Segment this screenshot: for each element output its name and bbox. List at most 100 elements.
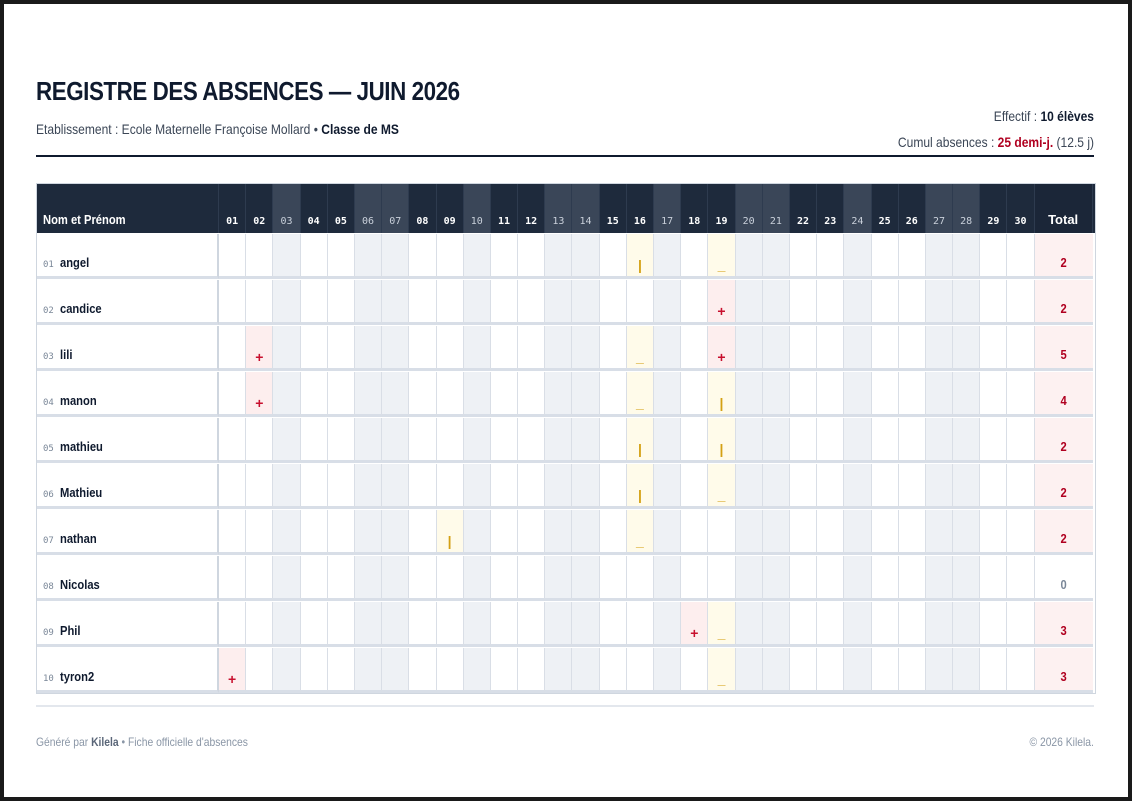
- day-cell-12[interactable]: [518, 372, 546, 417]
- day-cell-26[interactable]: [898, 326, 926, 371]
- day-cell-22[interactable]: [789, 556, 818, 601]
- day-cell-08[interactable]: [409, 510, 437, 555]
- day-cell-06[interactable]: [354, 556, 383, 601]
- day-cell-29[interactable]: [980, 510, 1008, 555]
- day-cell-02[interactable]: +: [246, 326, 274, 371]
- day-cell-21[interactable]: [762, 556, 790, 601]
- day-cell-23[interactable]: [817, 602, 845, 647]
- day-cell-10[interactable]: [463, 464, 491, 509]
- day-cell-12[interactable]: [518, 418, 546, 463]
- day-cell-12[interactable]: [518, 280, 546, 325]
- day-cell-11[interactable]: [490, 464, 519, 509]
- day-cell-24[interactable]: [844, 418, 872, 463]
- day-cell-06[interactable]: [354, 372, 383, 417]
- day-cell-08[interactable]: [409, 556, 437, 601]
- day-cell-27[interactable]: [925, 648, 954, 693]
- day-cell-09[interactable]: |: [436, 510, 464, 555]
- day-cell-07[interactable]: [382, 326, 410, 371]
- day-cell-17[interactable]: [654, 326, 682, 371]
- day-cell-01[interactable]: +: [219, 648, 247, 693]
- day-cell-21[interactable]: [762, 464, 790, 509]
- day-cell-12[interactable]: [518, 510, 546, 555]
- day-cell-13[interactable]: [545, 510, 573, 555]
- day-cell-20[interactable]: [735, 280, 763, 325]
- day-cell-17[interactable]: [654, 372, 682, 417]
- day-cell-07[interactable]: [382, 418, 410, 463]
- day-cell-07[interactable]: [382, 648, 410, 693]
- day-cell-21[interactable]: [762, 648, 790, 693]
- day-cell-03[interactable]: [273, 648, 301, 693]
- day-cell-20[interactable]: [735, 510, 763, 555]
- day-cell-24[interactable]: [844, 464, 872, 509]
- day-cell-15[interactable]: [599, 602, 627, 647]
- day-cell-03[interactable]: [273, 556, 301, 601]
- day-cell-16[interactable]: [626, 602, 654, 647]
- day-cell-21[interactable]: [762, 234, 790, 279]
- day-cell-16[interactable]: _: [626, 510, 654, 555]
- day-cell-02[interactable]: [246, 280, 274, 325]
- day-cell-02[interactable]: [246, 648, 274, 693]
- day-cell-09[interactable]: [436, 648, 464, 693]
- day-cell-03[interactable]: [273, 280, 301, 325]
- day-cell-21[interactable]: [762, 510, 790, 555]
- day-cell-16[interactable]: |: [626, 464, 654, 509]
- day-cell-28[interactable]: [953, 280, 981, 325]
- day-cell-14[interactable]: [572, 510, 600, 555]
- day-cell-02[interactable]: [246, 234, 274, 279]
- day-cell-16[interactable]: |: [626, 418, 654, 463]
- day-cell-30[interactable]: [1007, 418, 1035, 463]
- day-cell-13[interactable]: [545, 280, 573, 325]
- day-cell-11[interactable]: [490, 648, 519, 693]
- day-cell-26[interactable]: [898, 372, 926, 417]
- day-cell-29[interactable]: [980, 234, 1008, 279]
- day-cell-16[interactable]: |: [626, 234, 654, 279]
- day-cell-27[interactable]: [925, 418, 954, 463]
- day-cell-16[interactable]: _: [626, 372, 654, 417]
- day-cell-08[interactable]: [409, 326, 437, 371]
- day-cell-26[interactable]: [898, 418, 926, 463]
- day-cell-26[interactable]: [898, 602, 926, 647]
- day-cell-05[interactable]: [327, 234, 355, 279]
- day-cell-12[interactable]: [518, 234, 546, 279]
- day-cell-24[interactable]: [844, 280, 872, 325]
- day-cell-27[interactable]: [925, 280, 954, 325]
- day-cell-14[interactable]: [572, 326, 600, 371]
- day-cell-01[interactable]: [219, 418, 247, 463]
- day-cell-07[interactable]: [382, 556, 410, 601]
- day-cell-08[interactable]: [409, 280, 437, 325]
- day-cell-09[interactable]: [436, 372, 464, 417]
- day-cell-26[interactable]: [898, 556, 926, 601]
- day-cell-15[interactable]: [599, 418, 627, 463]
- day-cell-25[interactable]: [871, 648, 899, 693]
- day-cell-01[interactable]: [219, 234, 247, 279]
- day-cell-09[interactable]: [436, 280, 464, 325]
- day-cell-05[interactable]: [327, 280, 355, 325]
- day-cell-08[interactable]: [409, 464, 437, 509]
- day-cell-13[interactable]: [545, 464, 573, 509]
- day-cell-05[interactable]: [327, 602, 355, 647]
- day-cell-10[interactable]: [463, 510, 491, 555]
- day-cell-10[interactable]: [463, 648, 491, 693]
- day-cell-08[interactable]: [409, 234, 437, 279]
- day-cell-05[interactable]: [327, 372, 355, 417]
- day-cell-08[interactable]: [409, 418, 437, 463]
- day-cell-07[interactable]: [382, 234, 410, 279]
- day-cell-03[interactable]: [273, 464, 301, 509]
- day-cell-28[interactable]: [953, 510, 981, 555]
- day-cell-07[interactable]: [382, 464, 410, 509]
- day-cell-11[interactable]: [490, 510, 519, 555]
- day-cell-26[interactable]: [898, 464, 926, 509]
- day-cell-29[interactable]: [980, 280, 1008, 325]
- day-cell-10[interactable]: [463, 556, 491, 601]
- day-cell-17[interactable]: [654, 464, 682, 509]
- day-cell-26[interactable]: [898, 648, 926, 693]
- day-cell-12[interactable]: [518, 648, 546, 693]
- day-cell-05[interactable]: [327, 510, 355, 555]
- day-cell-03[interactable]: [273, 234, 301, 279]
- day-cell-21[interactable]: [762, 418, 790, 463]
- day-cell-27[interactable]: [925, 372, 954, 417]
- day-cell-20[interactable]: [735, 234, 763, 279]
- day-cell-16[interactable]: [626, 280, 654, 325]
- day-cell-04[interactable]: [300, 418, 328, 463]
- day-cell-28[interactable]: [953, 556, 981, 601]
